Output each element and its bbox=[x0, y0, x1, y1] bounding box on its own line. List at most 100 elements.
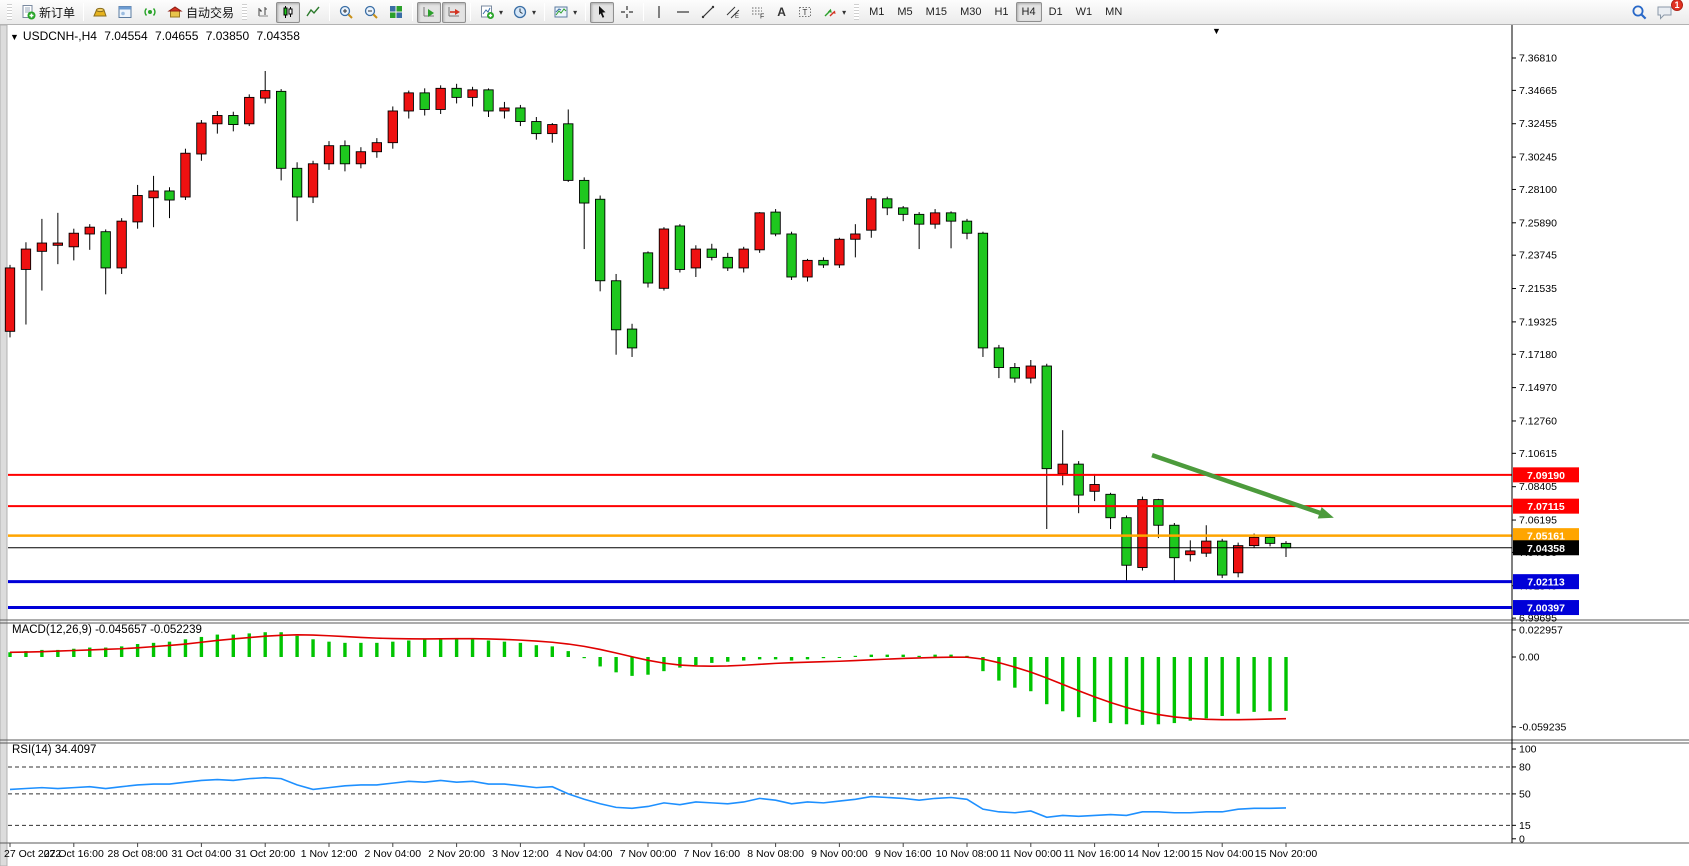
svg-text:7.28100: 7.28100 bbox=[1519, 184, 1557, 196]
svg-text:11 Nov 00:00: 11 Nov 00:00 bbox=[1000, 848, 1062, 860]
market-watch-button[interactable] bbox=[88, 2, 112, 23]
arrows-button[interactable]: ▾ bbox=[818, 2, 850, 23]
svg-text:9 Nov 16:00: 9 Nov 16:00 bbox=[875, 848, 932, 860]
new-order-label: 新订单 bbox=[39, 5, 76, 20]
svg-text:7.25890: 7.25890 bbox=[1519, 217, 1557, 229]
separator bbox=[544, 3, 546, 21]
timeframe-h4[interactable]: H4 bbox=[1015, 2, 1042, 22]
svg-text:7.09190: 7.09190 bbox=[1527, 470, 1565, 482]
macd-histogram bbox=[8, 632, 1288, 725]
quote-open: 7.04554 bbox=[104, 29, 148, 43]
profiles-icon bbox=[513, 5, 527, 19]
search-button[interactable] bbox=[1627, 2, 1652, 23]
svg-text:27 Oct 16:00: 27 Oct 16:00 bbox=[44, 848, 104, 860]
svg-text:0: 0 bbox=[1519, 833, 1525, 845]
timeframe-m1[interactable]: M1 bbox=[869, 6, 885, 18]
auto-scroll-button[interactable] bbox=[417, 1, 442, 23]
templates-button[interactable]: ▾ bbox=[549, 2, 581, 23]
rsi-indicator-label: RSI(14) 34.4097 bbox=[12, 744, 97, 756]
timeframe-w1[interactable]: W1 bbox=[1075, 6, 1093, 18]
svg-text:7.04358: 7.04358 bbox=[1527, 543, 1565, 555]
svg-text:7.17180: 7.17180 bbox=[1519, 349, 1557, 361]
equidistant-channel-button[interactable]: E bbox=[721, 2, 745, 23]
svg-text:28 Oct 08:00: 28 Oct 08:00 bbox=[108, 848, 168, 860]
crosshair-button[interactable] bbox=[615, 2, 639, 23]
navigator-button[interactable] bbox=[113, 2, 137, 23]
chart-shift-marker: ▼ bbox=[1212, 26, 1221, 36]
fibonacci-icon: F bbox=[752, 7, 764, 21]
trendline-button[interactable] bbox=[696, 2, 720, 23]
svg-text:2 Nov 20:00: 2 Nov 20:00 bbox=[428, 848, 485, 860]
notifications-button[interactable]: 1 bbox=[1652, 0, 1683, 23]
quote-close: 7.04358 bbox=[256, 29, 300, 43]
zoom-in-button[interactable] bbox=[334, 2, 358, 23]
timeframe-m30[interactable]: M30 bbox=[960, 6, 982, 18]
timeframe-h1[interactable]: H1 bbox=[994, 6, 1009, 18]
svg-text:7.14970: 7.14970 bbox=[1519, 382, 1557, 394]
separator bbox=[643, 3, 645, 21]
text-label-icon: T bbox=[799, 7, 812, 17]
svg-text:50: 50 bbox=[1519, 788, 1531, 800]
svg-text:E: E bbox=[735, 14, 739, 20]
arrows-icon bbox=[824, 8, 836, 17]
rsi-panel bbox=[8, 766, 1512, 826]
new-chart-button[interactable]: ▾ bbox=[475, 2, 507, 23]
profiles-button[interactable]: ▾ bbox=[508, 2, 540, 23]
separator bbox=[83, 3, 85, 21]
trend-arrow-annotation bbox=[1151, 452, 1334, 519]
candlestick-chart-button[interactable] bbox=[276, 1, 301, 23]
svg-text:6.99695: 6.99695 bbox=[1519, 613, 1557, 625]
cursor-button[interactable] bbox=[590, 1, 615, 23]
tile-windows-button[interactable] bbox=[384, 2, 408, 23]
rsi-line bbox=[9, 776, 1287, 819]
bar-chart-button[interactable] bbox=[251, 2, 275, 23]
svg-text:8 Nov 08:00: 8 Nov 08:00 bbox=[747, 848, 804, 860]
rsi-axis: 100 80 50 150 bbox=[1512, 744, 1537, 845]
separator bbox=[470, 3, 472, 21]
horizontal-line-button[interactable] bbox=[671, 2, 695, 23]
svg-text:2 Nov 04:00: 2 Nov 04:00 bbox=[364, 848, 421, 860]
new-order-icon bbox=[22, 5, 36, 20]
svg-text:9 Nov 00:00: 9 Nov 00:00 bbox=[811, 848, 868, 860]
svg-text:-0.059235: -0.059235 bbox=[1519, 721, 1566, 733]
panel-separators bbox=[0, 25, 1689, 844]
zoom-out-button[interactable] bbox=[359, 2, 383, 23]
timeframe-m15[interactable]: M15 bbox=[925, 6, 948, 18]
svg-text:7.07115: 7.07115 bbox=[1527, 501, 1565, 513]
svg-text:7.05161: 7.05161 bbox=[1527, 531, 1565, 543]
svg-text:F: F bbox=[760, 14, 764, 21]
fibonacci-button[interactable]: F bbox=[746, 2, 770, 23]
chart-title: ▼ USDCNH-,H4 7.04554 7.04655 7.03850 7.04… bbox=[10, 29, 304, 43]
zoom-in-icon bbox=[339, 5, 353, 19]
svg-text:1 Nov 12:00: 1 Nov 12:00 bbox=[301, 848, 358, 860]
auto-trading-button[interactable]: 自动交易 bbox=[163, 2, 238, 23]
line-chart-button[interactable] bbox=[301, 2, 325, 23]
svg-text:15: 15 bbox=[1519, 820, 1531, 832]
macd-axis: 0.022957 0.00 -0.059235 bbox=[1512, 624, 1566, 733]
chart-area[interactable]: 7.36810 7.34665 7.32455 7.30245 7.28100 7.258… bbox=[0, 25, 1689, 866]
svg-text:7.23745: 7.23745 bbox=[1519, 250, 1557, 262]
svg-text:7.00397: 7.00397 bbox=[1527, 603, 1565, 615]
chart-shift-button[interactable] bbox=[442, 1, 467, 23]
timeframe-m5[interactable]: M5 bbox=[897, 6, 913, 18]
crosshair-icon bbox=[621, 6, 634, 18]
timeframe-d1[interactable]: D1 bbox=[1048, 6, 1063, 18]
new-order-button[interactable]: 新订单 bbox=[16, 2, 79, 23]
macd-signal bbox=[9, 634, 1287, 721]
terminal-button[interactable] bbox=[138, 2, 162, 23]
text-button[interactable]: A bbox=[771, 2, 792, 23]
macd-signal-line bbox=[9, 634, 1287, 721]
text-label-button[interactable]: T bbox=[793, 2, 817, 23]
auto-trading-icon bbox=[167, 6, 183, 18]
chart-shift-icon bbox=[448, 7, 461, 17]
equidistant-channel-icon: E bbox=[726, 6, 740, 20]
collapse-triangle-icon: ▼ bbox=[10, 32, 19, 42]
vertical-line-button[interactable] bbox=[648, 2, 670, 23]
vertical-line-icon bbox=[658, 6, 660, 18]
svg-text:7.02113: 7.02113 bbox=[1527, 577, 1565, 589]
terminal-icon bbox=[144, 8, 156, 16]
window-edge bbox=[0, 25, 8, 866]
timeframe-mn[interactable]: MN bbox=[1105, 6, 1123, 18]
svg-text:14 Nov 12:00: 14 Nov 12:00 bbox=[1127, 848, 1190, 860]
